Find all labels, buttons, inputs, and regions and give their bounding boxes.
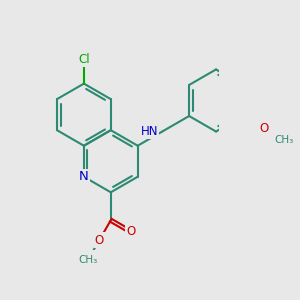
Text: CH₃: CH₃ bbox=[274, 135, 293, 145]
Text: O: O bbox=[126, 225, 135, 238]
Text: CH₃: CH₃ bbox=[78, 255, 98, 265]
Text: Cl: Cl bbox=[78, 53, 90, 66]
Text: O: O bbox=[259, 122, 268, 135]
Text: O: O bbox=[95, 234, 104, 247]
Text: HN: HN bbox=[141, 125, 158, 138]
Text: N: N bbox=[79, 170, 89, 183]
